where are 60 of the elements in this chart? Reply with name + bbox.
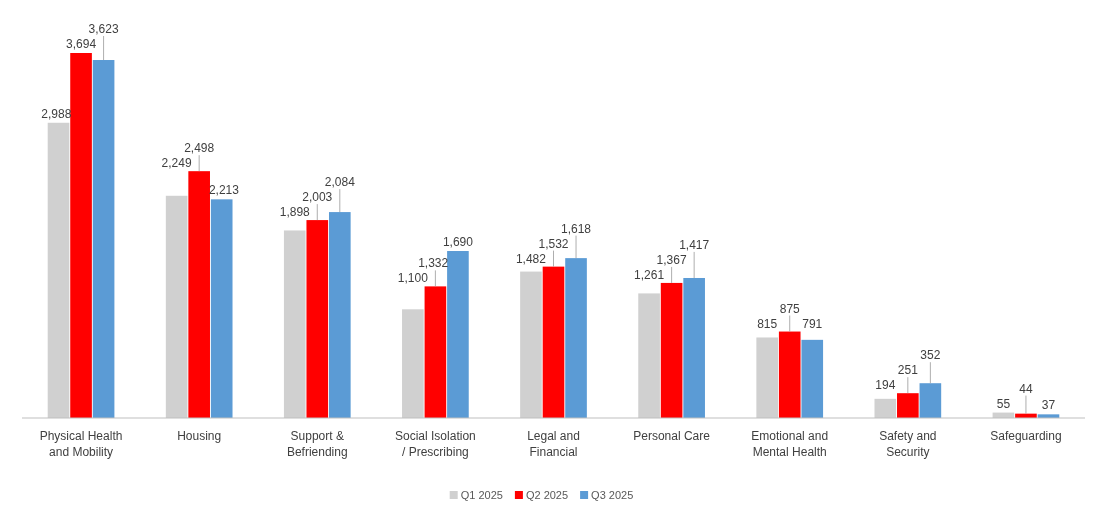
bar (306, 220, 329, 418)
bar (638, 293, 660, 418)
bar (542, 266, 565, 418)
x-tick-label: Social Isolation / Prescribing (395, 429, 476, 459)
bar (210, 199, 233, 418)
data-label: 1,417 (679, 237, 710, 252)
bar (520, 271, 542, 418)
bar (329, 212, 351, 418)
data-label: 251 (897, 363, 919, 378)
data-label: 352 (920, 348, 941, 363)
x-tick-label: Personal Care (633, 429, 711, 443)
legend-label: Q3 2025 (591, 489, 634, 501)
bar (424, 286, 447, 418)
data-label: 55 (996, 396, 1011, 411)
bar (756, 337, 778, 418)
bar (402, 309, 424, 418)
data-label: 1,898 (279, 205, 311, 220)
bar (801, 339, 824, 418)
bar (92, 60, 115, 418)
bar (660, 282, 683, 418)
x-tick-label: Safeguarding (990, 429, 1062, 443)
bar (778, 331, 801, 418)
data-label: 791 (802, 316, 823, 331)
bar (447, 251, 469, 418)
bar (874, 398, 897, 418)
data-label: 1,690 (442, 235, 474, 250)
bar (897, 393, 919, 418)
data-label: 44 (1019, 381, 1033, 396)
bar (188, 171, 210, 418)
data-label: 1,532 (538, 236, 569, 251)
data-label: 1,367 (656, 252, 687, 267)
bar (70, 53, 92, 418)
data-label: 2,084 (324, 175, 356, 190)
x-tick-label: Physical Health and Mobility (39, 429, 123, 459)
x-tick-label: Support & Befriending (286, 429, 348, 459)
data-label: 2,249 (161, 156, 192, 171)
bar (919, 383, 942, 418)
legend-label: Q1 2025 (460, 489, 503, 501)
bar (683, 277, 705, 418)
data-label: 1,482 (515, 251, 547, 266)
bar (47, 122, 70, 418)
x-tick-label: Emotional and Mental Health (751, 429, 829, 459)
x-tick-label: Safety and Security (879, 429, 937, 459)
data-label: 2,003 (302, 190, 333, 205)
data-label: 3,694 (66, 37, 97, 51)
x-tick-label: Legal and Financial (527, 429, 580, 459)
legend-label: Q2 2025 (525, 489, 569, 501)
bar (565, 258, 587, 418)
data-label: 3,623 (88, 22, 119, 36)
data-label: 37 (1041, 398, 1056, 413)
data-label: 2,498 (184, 141, 215, 156)
data-label: 815 (757, 316, 778, 331)
data-label: 1,618 (561, 221, 592, 236)
data-label: 1,100 (397, 271, 429, 286)
x-tick-label: Housing (177, 429, 222, 443)
data-label: 1,261 (634, 267, 665, 282)
data-label: 875 (779, 301, 801, 316)
bar (283, 230, 306, 418)
data-label: 194 (875, 378, 896, 393)
bar (165, 195, 188, 418)
